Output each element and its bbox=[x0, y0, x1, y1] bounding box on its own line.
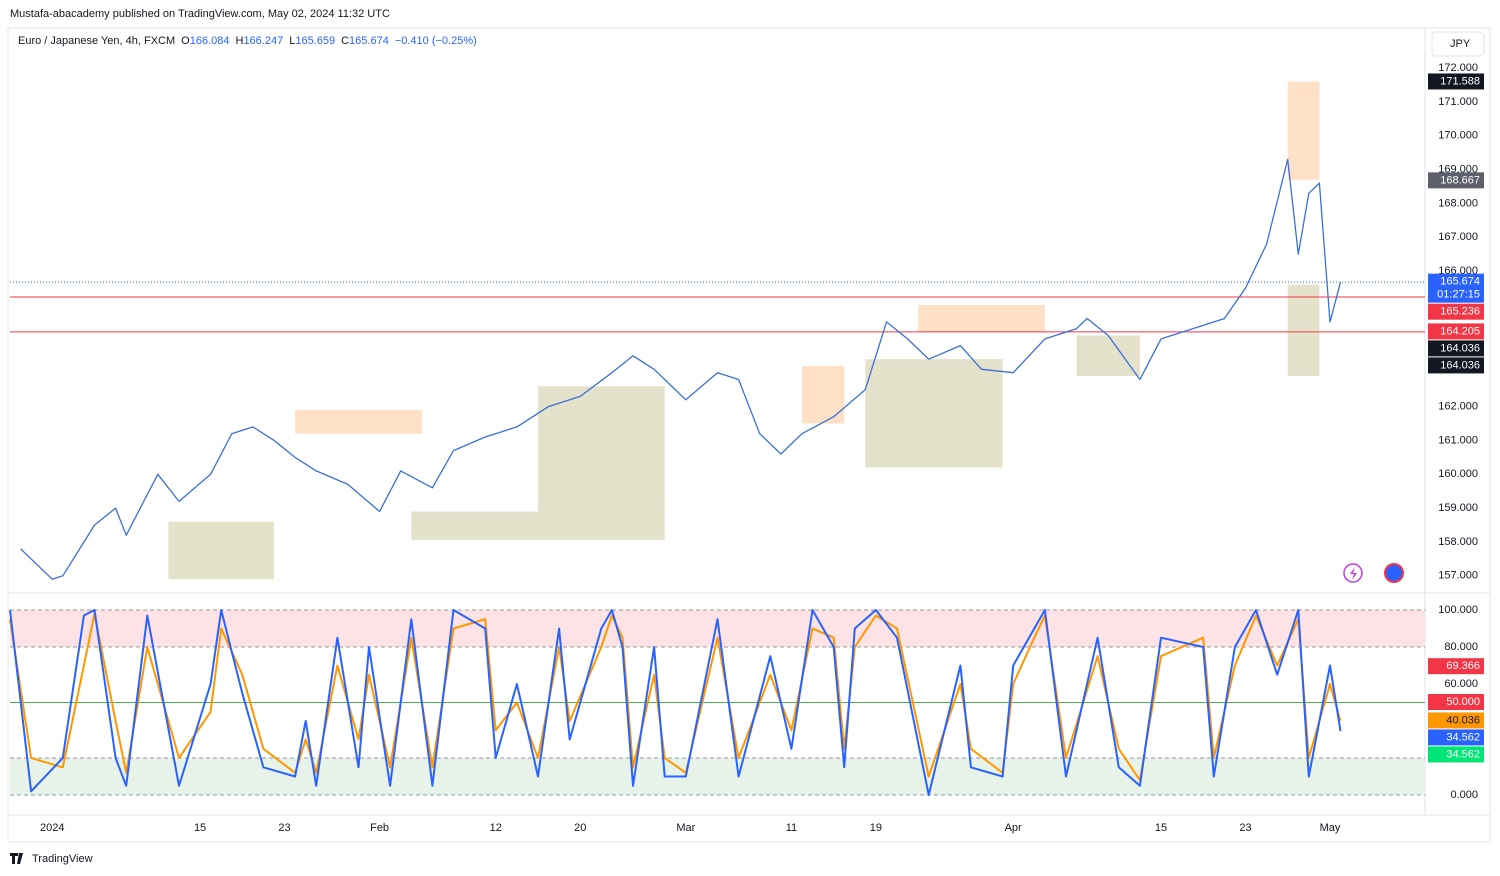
y-tick-label: 161.000 bbox=[1438, 434, 1478, 446]
plot-layer: 157.000 158.000 159.000 160.000 161.000 162.0… bbox=[9, 62, 1484, 834]
price-tag bbox=[1428, 712, 1484, 729]
price-tag bbox=[1428, 746, 1484, 763]
price-tag-label: 164.036 bbox=[1440, 359, 1480, 371]
x-tick-label: Mar bbox=[676, 822, 695, 834]
price-tag bbox=[1428, 694, 1484, 710]
y-tick-label: 172.000 bbox=[1438, 62, 1478, 74]
x-tick-label: Feb bbox=[370, 822, 389, 834]
events-icon[interactable] bbox=[1384, 563, 1404, 583]
x-tick-label: 19 bbox=[870, 822, 882, 834]
price-tag bbox=[1428, 340, 1484, 357]
x-tick-label: 23 bbox=[1239, 822, 1251, 834]
y-tick-label: 168.000 bbox=[1438, 197, 1478, 209]
price-tag-label: 164.205 bbox=[1440, 325, 1480, 337]
price-tag bbox=[1428, 357, 1484, 374]
publish-note: Mustafa-abacademy published on TradingVi… bbox=[10, 8, 390, 20]
zone bbox=[1287, 284, 1320, 377]
zone bbox=[168, 521, 274, 580]
price-tag-label: 171.588 bbox=[1440, 75, 1480, 87]
y-tick-label: 157.000 bbox=[1438, 570, 1478, 582]
series-line bbox=[9, 612, 1342, 782]
alert-bolt bbox=[1350, 567, 1357, 580]
ohlc-label: C bbox=[341, 35, 349, 47]
currency-button[interactable] bbox=[1431, 31, 1485, 57]
y-tick-label: 60.000 bbox=[1444, 678, 1478, 690]
currency: JPY bbox=[1450, 38, 1471, 50]
x-tick-label: May bbox=[1320, 822, 1341, 834]
chart-frame bbox=[7, 27, 1491, 843]
ohlc-value: 166.247 bbox=[243, 35, 283, 47]
y-tick-label: 170.000 bbox=[1438, 130, 1478, 142]
series-line bbox=[9, 609, 1342, 796]
price-tag-label: 40.036 bbox=[1446, 714, 1480, 726]
ohlc-label: H bbox=[235, 35, 243, 47]
ohlc-label: O bbox=[181, 35, 190, 47]
price-tag bbox=[1428, 729, 1484, 746]
change: −0.410 (−0.25%) bbox=[395, 35, 477, 47]
brand: TradingView bbox=[32, 853, 93, 865]
price-tag bbox=[1428, 73, 1484, 90]
brand-logo bbox=[10, 853, 23, 864]
alert-icon[interactable] bbox=[1343, 563, 1363, 583]
symbol: Euro / Japanese Yen, 4h, FXCM bbox=[18, 35, 175, 47]
x-tick-label: Apr bbox=[1005, 822, 1022, 834]
x-tick-label: 11 bbox=[786, 822, 797, 834]
price-tag bbox=[1428, 172, 1484, 189]
ohlc-value: 166.084 bbox=[190, 35, 230, 47]
y-tick-label: 0.000 bbox=[1450, 789, 1478, 801]
ohlc-value: 165.674 bbox=[349, 35, 389, 47]
zone bbox=[295, 409, 422, 434]
band bbox=[10, 758, 1425, 796]
price-tag-label: 164.036 bbox=[1440, 342, 1480, 354]
y-tick-label: 167.000 bbox=[1438, 231, 1478, 243]
zone bbox=[1287, 81, 1320, 180]
zone bbox=[537, 386, 665, 512]
x-tick-label: 15 bbox=[1155, 822, 1167, 834]
ohlc-label: L bbox=[289, 35, 295, 47]
y-tick-label: 158.000 bbox=[1438, 536, 1478, 548]
price-tag-label: 50.000 bbox=[1446, 696, 1480, 708]
ohlc-value: 165.659 bbox=[295, 35, 335, 47]
price-tag-label: 168.667 bbox=[1440, 174, 1480, 186]
x-tick-label: 15 bbox=[194, 822, 206, 834]
price-tag-label: 165.674 bbox=[1440, 276, 1480, 288]
price-tag-label: 69.366 bbox=[1446, 660, 1480, 672]
y-tick-label: 100.000 bbox=[1438, 604, 1478, 616]
zone bbox=[918, 305, 1045, 333]
symbol-line: Euro / Japanese Yen, 4h, FXCM O166.084 H16… bbox=[18, 35, 477, 47]
price-tag bbox=[1428, 303, 1484, 320]
price-tag-label: 165.236 bbox=[1440, 306, 1480, 318]
price-tag bbox=[1428, 273, 1484, 303]
x-tick-label: 12 bbox=[490, 822, 502, 834]
y-tick-label: 159.000 bbox=[1438, 502, 1478, 514]
y-tick-label: 160.000 bbox=[1438, 468, 1478, 480]
y-tick-label: 80.000 bbox=[1444, 641, 1478, 653]
zone bbox=[865, 359, 1003, 468]
y-tick-label: 162.000 bbox=[1438, 400, 1478, 412]
price-tag-label: 34.562 bbox=[1446, 748, 1480, 760]
series-line bbox=[20, 158, 1342, 580]
countdown: 01:27:15 bbox=[1437, 289, 1480, 301]
x-tick-label: 20 bbox=[574, 822, 586, 834]
price-tag-label: 34.562 bbox=[1446, 731, 1480, 743]
x-tick-label: 2024 bbox=[40, 822, 64, 834]
price-tag bbox=[1428, 658, 1484, 675]
y-tick-label: 171.000 bbox=[1438, 96, 1478, 108]
zone bbox=[1076, 335, 1140, 377]
price-tag bbox=[1428, 323, 1484, 340]
zone bbox=[801, 365, 845, 424]
zone bbox=[411, 511, 665, 540]
x-tick-label: 23 bbox=[278, 822, 290, 834]
